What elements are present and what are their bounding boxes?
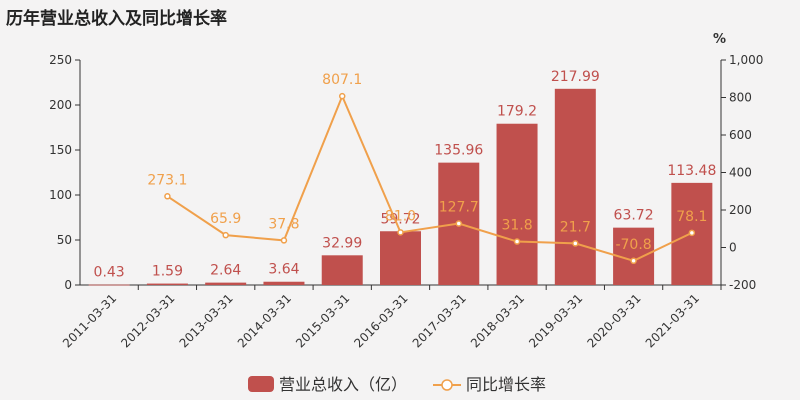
bar-value-label: 59.72 <box>380 211 420 227</box>
x-tick-label: 2020-03-31 <box>584 291 643 350</box>
x-tick-label: 2021-03-31 <box>643 291 702 350</box>
x-tick-label: 2015-03-31 <box>293 291 352 350</box>
bar <box>321 255 363 285</box>
bar-value-label: 135.96 <box>434 143 483 159</box>
bar <box>205 282 247 285</box>
growth-value-label: 65.9 <box>210 211 241 227</box>
bar-value-label: 3.64 <box>268 262 299 278</box>
growth-point <box>338 92 346 100</box>
legend-line-marker <box>441 379 453 391</box>
x-tick-label: 2011-03-31 <box>60 291 119 350</box>
legend-bar-swatch <box>248 376 274 392</box>
legend-bar-label: 营业总收入（亿） <box>279 375 407 394</box>
bar-value-label: 63.72 <box>614 208 654 224</box>
bar-value-label: 1.59 <box>152 264 183 280</box>
growth-point <box>397 229 404 236</box>
y-left-tick-label: 250 <box>49 53 72 67</box>
y-left-tick-label: 200 <box>49 98 72 112</box>
bar <box>380 231 421 285</box>
x-tick-label: 2016-03-31 <box>351 291 410 350</box>
growth-point <box>630 257 637 265</box>
bar <box>554 88 596 286</box>
y-right-unit: % <box>713 32 726 47</box>
bar <box>88 284 130 286</box>
bar <box>146 283 188 285</box>
bar-value-label: 0.43 <box>94 265 125 281</box>
y-right-tick-label: 0 <box>729 241 737 255</box>
chart-title: 历年营业总收入及同比增长率 <box>6 9 227 29</box>
bar-value-label: 2.64 <box>210 263 241 279</box>
growth-line <box>166 93 693 262</box>
growth-value-label: 807.1 <box>322 72 362 88</box>
growth-value-label: 31.8 <box>501 218 532 234</box>
x-tick-label: 2017-03-31 <box>410 291 469 350</box>
growth-value-label: 127.7 <box>439 200 479 216</box>
bar-value-label: 179.2 <box>497 104 537 120</box>
growth-value-label: 37.8 <box>268 216 299 232</box>
y-right-tick-label: 600 <box>729 128 752 142</box>
x-tick-label: 2013-03-31 <box>177 291 236 350</box>
growth-point <box>455 220 463 227</box>
bar <box>263 281 305 285</box>
y-right-tick-label: 200 <box>729 203 752 217</box>
x-tick-label: 2012-03-31 <box>118 291 177 350</box>
growth-point <box>572 240 579 247</box>
growth-point <box>280 237 288 244</box>
growth-value-label: 78.1 <box>676 209 707 225</box>
bar <box>496 123 538 285</box>
bar-value-label: 32.99 <box>322 235 362 251</box>
bar-value-label: 113.48 <box>667 163 716 179</box>
y-right-tick-label: 800 <box>729 91 752 105</box>
growth-point <box>513 238 521 245</box>
x-tick-label: 2014-03-31 <box>235 291 294 350</box>
y-right-tick-label: 400 <box>729 166 752 180</box>
growth-point <box>164 193 171 200</box>
x-tick-label: 2019-03-31 <box>526 291 585 350</box>
growth-value-label: 81.0 <box>385 208 416 224</box>
y-right-tick-label: -200 <box>729 278 756 292</box>
bar-value-label: 217.99 <box>551 69 600 85</box>
growth-value-label: 273.1 <box>147 172 187 188</box>
y-left-tick-label: 100 <box>49 188 72 202</box>
y-left-tick-label: 50 <box>57 233 72 247</box>
growth-point <box>688 229 696 237</box>
y-left-tick-label: 0 <box>64 278 72 292</box>
legend-line-label: 同比增长率 <box>466 375 546 394</box>
growth-value-label: 21.7 <box>560 219 591 235</box>
growth-value-label: -70.8 <box>615 237 651 253</box>
x-tick-label: 2018-03-31 <box>468 291 527 350</box>
growth-point <box>222 231 229 239</box>
y-right-tick-label: 1,000 <box>729 53 763 67</box>
y-left-tick-label: 150 <box>49 143 72 157</box>
